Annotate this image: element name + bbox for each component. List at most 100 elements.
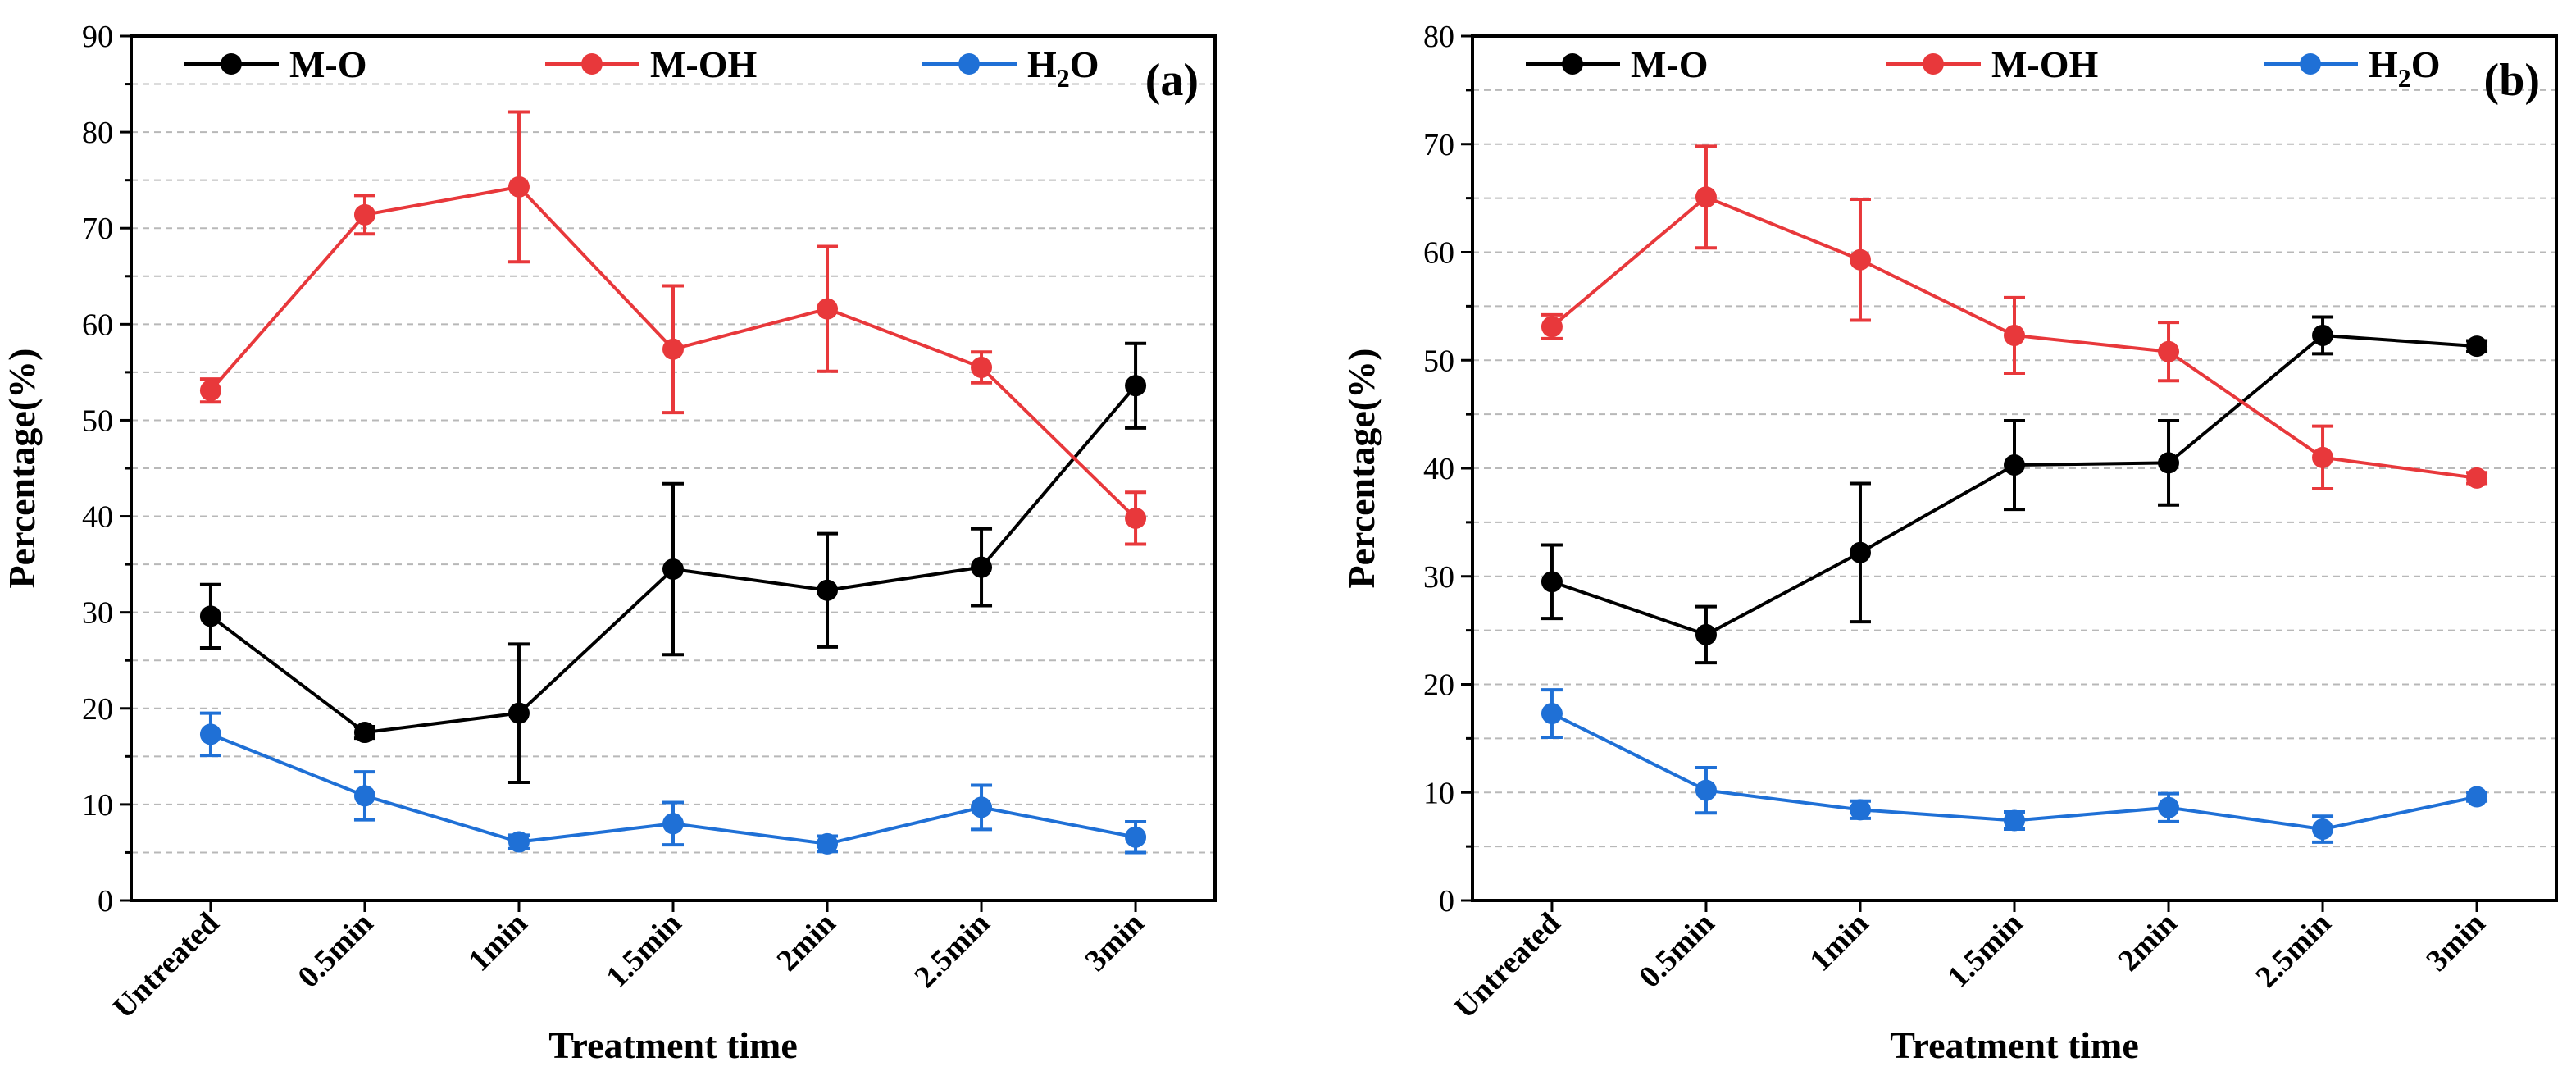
data-point (1695, 623, 1717, 645)
x-tick-label: 1min (1803, 906, 1875, 978)
legend-item: M-OH (1886, 43, 2099, 85)
legend-label: M-O (1631, 43, 1709, 85)
y-tick-label: 80 (82, 116, 113, 150)
data-point (1541, 571, 1563, 593)
legend-label: M-OH (1991, 43, 2099, 85)
legend-label: H2O (2369, 43, 2441, 93)
data-point (817, 832, 839, 855)
data-point (2312, 324, 2334, 346)
data-point (1125, 375, 1147, 397)
gridlines (131, 83, 1215, 854)
y-axis-title: Percentage(%) (1, 349, 43, 589)
data-point (353, 785, 375, 807)
x-tick-label: 2min (770, 906, 842, 978)
y-tick-label: 50 (82, 403, 113, 438)
x-tick-label: 2.5min (2249, 906, 2337, 995)
x-tick-label: Untreated (1448, 906, 1568, 1026)
x-axis-title: Treatment time (548, 1024, 798, 1066)
data-point (2466, 335, 2488, 358)
x-tick-label: 1.5min (1941, 906, 2029, 995)
data-point (971, 796, 993, 818)
legend-label: M-O (289, 43, 367, 85)
data-point (199, 723, 221, 745)
chart-panel-b: 0 10 20 30 40 50 60 70 80 Untreated 0.5min 1min 1.5m… (1340, 20, 2558, 1066)
y-tick-label: 40 (1423, 452, 1454, 486)
legend-marker (581, 53, 603, 75)
x-tick-label: 0.5min (291, 906, 380, 995)
y-tick-label: 50 (1423, 344, 1454, 378)
data-point (353, 203, 375, 226)
x-tick-label: 1min (462, 906, 534, 978)
data-point (2004, 809, 2025, 832)
legend-item: M-O (184, 43, 367, 85)
data-point (1849, 541, 1871, 563)
y-tick-label: 0 (98, 884, 113, 919)
legend-item: H2O (2264, 43, 2441, 93)
data-point (2004, 324, 2025, 346)
data-point (662, 813, 684, 835)
y-tick-label: 70 (1423, 128, 1454, 162)
data-point (2158, 340, 2180, 362)
data-point (1125, 826, 1147, 848)
x-tick-label: 2min (2111, 906, 2183, 978)
y-tick-label: 70 (82, 212, 113, 246)
y-tick-label: 60 (82, 308, 113, 342)
data-point (1541, 316, 1563, 338)
data-point (507, 702, 530, 724)
data-point (2466, 467, 2488, 489)
series-m-o (199, 341, 1147, 784)
data-point (662, 558, 684, 580)
legend-label: H2O (1027, 43, 1099, 93)
data-point (971, 556, 993, 578)
legend: M-O M-OH H2O (1526, 43, 2441, 93)
series-m-oh (199, 110, 1147, 546)
series-m-o (1541, 315, 2488, 665)
data-point (971, 357, 993, 379)
x-tick-label: 3min (2419, 906, 2492, 978)
data-point (507, 176, 530, 198)
y-tick-label: 30 (1423, 560, 1454, 595)
y-tick-label: 30 (82, 596, 113, 631)
legend-marker (221, 53, 242, 75)
data-point (817, 298, 839, 320)
data-point (2466, 786, 2488, 808)
data-point (353, 722, 375, 744)
data-point (817, 579, 839, 601)
data-point (1849, 799, 1871, 821)
x-tick-label: 2.5min (908, 906, 996, 995)
data-point (1849, 248, 1871, 271)
x-tick-label: 3min (1078, 906, 1150, 978)
data-point (1125, 507, 1147, 529)
legend-marker (2300, 53, 2321, 75)
series-h2o (1541, 688, 2488, 844)
x-tick-label: Untreated (107, 906, 226, 1026)
x-axis-title: Treatment time (1890, 1024, 2139, 1066)
y-tick-label: 20 (1423, 668, 1454, 703)
y-tick-label: 60 (1423, 236, 1454, 271)
legend-label: M-OH (650, 43, 758, 85)
legend-item: M-OH (545, 43, 758, 85)
data-point (2158, 796, 2180, 818)
y-tick-label: 40 (82, 500, 113, 535)
legend-marker (958, 53, 980, 75)
legend: M-O M-OH H2O (184, 43, 1099, 93)
legend-item: M-O (1526, 43, 1709, 85)
data-point (2158, 452, 2180, 474)
x-tick-label: 0.5min (1632, 906, 1721, 995)
y-axis: 0 10 20 30 40 50 60 70 80 (1423, 20, 1472, 919)
y-tick-label: 20 (82, 692, 113, 727)
data-point (507, 831, 530, 853)
series-m-oh (1541, 144, 2488, 491)
x-axis: Untreated 0.5min 1min 1.5min 2min 2.5min 3min (1448, 900, 2492, 1025)
data-point (2312, 818, 2334, 841)
y-tick-label: 10 (1423, 776, 1454, 810)
data-point (2312, 446, 2334, 468)
data-point (199, 605, 221, 627)
y-tick-label: 10 (82, 788, 113, 823)
chart-panel-a: 0 10 20 30 40 50 60 70 80 90 Untreated 0.5min 1min 1.… (1, 20, 1217, 1066)
data-point (1541, 703, 1563, 725)
y-tick-label: 90 (82, 20, 113, 54)
data-point (1695, 186, 1717, 208)
legend-marker (1923, 53, 1944, 75)
